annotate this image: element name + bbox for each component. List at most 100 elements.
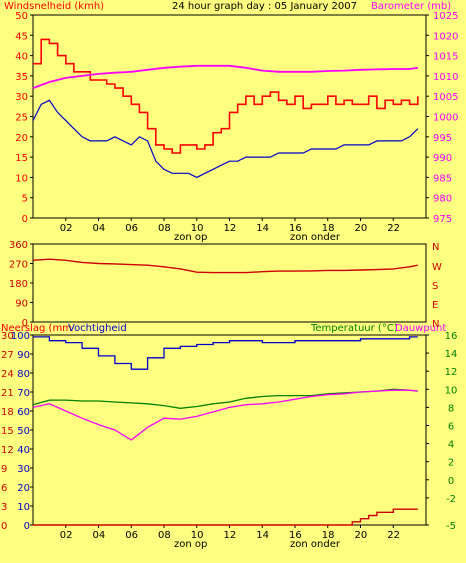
temperature-tick-label: 0	[448, 476, 454, 487]
wind-tick-label: 5	[22, 194, 28, 205]
rain-tick-label: 6	[1, 483, 7, 494]
barometer-tick-label: 990	[433, 153, 452, 164]
wind-speed-line	[33, 38, 419, 154]
temperature-axis-title: Temperatuur (°C)	[310, 323, 398, 334]
direction-tick-label: 360	[9, 240, 28, 251]
temperature-tick-label: 2	[448, 458, 454, 469]
x-tick-label-18: 18	[322, 530, 335, 541]
humidity-tick-label: 10	[17, 502, 30, 513]
wind-tick-label: 25	[15, 113, 28, 124]
wind-tick-label: 40	[15, 52, 28, 63]
temperature-panel-x-labels: 02 04 06 08 10 12 14 16 18 20 22	[60, 525, 400, 541]
barometer-tick-label: 975	[433, 214, 452, 225]
axis-ticks: 0510152025303540455097598098599099510001…	[1, 11, 458, 532]
x-tick-label-08: 08	[158, 223, 171, 234]
compass-label-1: W	[432, 262, 442, 273]
compass-label-4: N	[432, 319, 439, 330]
barometer-tick-label: 985	[433, 173, 452, 184]
x-tick-label-10: 10	[191, 530, 204, 541]
barometer-tick-label: 1005	[433, 92, 458, 103]
rain-line	[33, 508, 418, 526]
rain-tick-label: 12	[1, 445, 14, 456]
plot-lines	[32, 38, 419, 526]
sunset-label-bottom: zon onder	[290, 539, 341, 550]
rain-tick-label: 15	[1, 426, 14, 437]
humidity-tick-label: 40	[17, 445, 30, 456]
temperature-tick-label: 16	[445, 331, 458, 342]
graph-title: 24 hour graph day : 05 January 2007	[172, 1, 357, 12]
rain-tick-label: 27	[1, 350, 14, 361]
barometer-tick-label: 995	[433, 133, 452, 144]
rain-tick-label: 0	[1, 521, 7, 532]
barometer-tick-label: 980	[433, 194, 452, 205]
temperature-tick-label: 6	[448, 421, 454, 432]
wind-tick-label: 35	[15, 72, 28, 83]
temperature-tick-label: -2	[446, 494, 456, 505]
x-tick-label-20: 20	[355, 530, 368, 541]
x-tick-label-22: 22	[387, 223, 400, 234]
x-tick-label-22: 22	[387, 530, 400, 541]
compass-label-2: S	[432, 281, 438, 292]
barometer-tick-label: 1025	[433, 11, 458, 22]
humidity-tick-label: 60	[17, 407, 30, 418]
wind-tick-label: 0	[22, 214, 28, 225]
dewpoint-axis-title: Dauwpunt	[395, 323, 446, 334]
x-tick-label-12: 12	[224, 223, 237, 234]
x-tick-label-08: 08	[158, 530, 171, 541]
x-tick-label-12: 12	[224, 530, 237, 541]
wind-axis-title: Windsnelheid (kmh)	[4, 1, 104, 12]
dewpoint-line	[32, 389, 418, 441]
barometer-tick-label: 1000	[433, 113, 458, 124]
temperature-tick-label: 14	[445, 349, 458, 360]
rain-tick-label: 30	[1, 331, 14, 342]
direction-tick-label: 90	[15, 299, 28, 310]
humidity-tick-label: 30	[17, 464, 30, 475]
temperature-tick-label: 10	[445, 385, 458, 396]
barometer-tick-label: 1020	[433, 31, 458, 42]
x-tick-label-06: 06	[125, 530, 138, 541]
rain-tick-label: 24	[1, 369, 14, 380]
sunset-label-top: zon onder	[290, 232, 341, 243]
x-tick-label-16: 16	[289, 223, 302, 234]
rain-tick-label: 21	[1, 388, 14, 399]
humidity-tick-label: 70	[17, 388, 30, 399]
humidity-axis-title: Vochtigheid	[68, 323, 127, 334]
wind-tick-label: 15	[15, 153, 28, 164]
x-tick-label-20: 20	[355, 223, 368, 234]
x-tick-label-02: 02	[60, 530, 73, 541]
direction-tick-label: 0	[22, 318, 28, 329]
x-tick-label-02: 02	[60, 223, 73, 234]
direction-tick-label: 180	[9, 279, 28, 290]
wind-direction-line	[32, 258, 418, 274]
rain-tick-label: 3	[1, 502, 7, 513]
humidity-tick-label: 0	[24, 521, 30, 532]
barometer-line	[32, 64, 418, 89]
temperature-tick-label: -5	[446, 521, 456, 532]
x-tick-label-10: 10	[191, 223, 204, 234]
compass-label-0: N	[432, 242, 439, 253]
barometer-axis-title: Barometer (mb)	[371, 1, 451, 12]
x-tick-label-18: 18	[322, 223, 335, 234]
compass-label-3: E	[432, 300, 438, 311]
x-tick-label-14: 14	[256, 223, 269, 234]
humidity-tick-label: 100	[11, 331, 30, 342]
direction-tick-label: 270	[9, 260, 28, 271]
temperature-tick-label: 8	[448, 403, 454, 414]
x-tick-label-14: 14	[256, 530, 269, 541]
x-tick-label-06: 06	[125, 223, 138, 234]
wind-panel-x-labels: 02 04 06 08 10 12 14 16 18 20 22	[60, 218, 400, 234]
rain-tick-label: 18	[1, 407, 14, 418]
wind-tick-label: 30	[15, 92, 28, 103]
temperature-tick-label: 4	[448, 440, 454, 451]
wind-tick-label: 45	[15, 31, 28, 42]
wind-tick-label: 10	[15, 173, 28, 184]
x-tick-label-04: 04	[93, 223, 106, 234]
wind-tick-label: 20	[15, 133, 28, 144]
rain-tick-label: 9	[1, 464, 7, 475]
humidity-tick-label: 80	[17, 369, 30, 380]
sunrise-label-bottom: zon op	[174, 539, 207, 550]
rain-axis-title: Neerslag (mm	[1, 323, 72, 334]
